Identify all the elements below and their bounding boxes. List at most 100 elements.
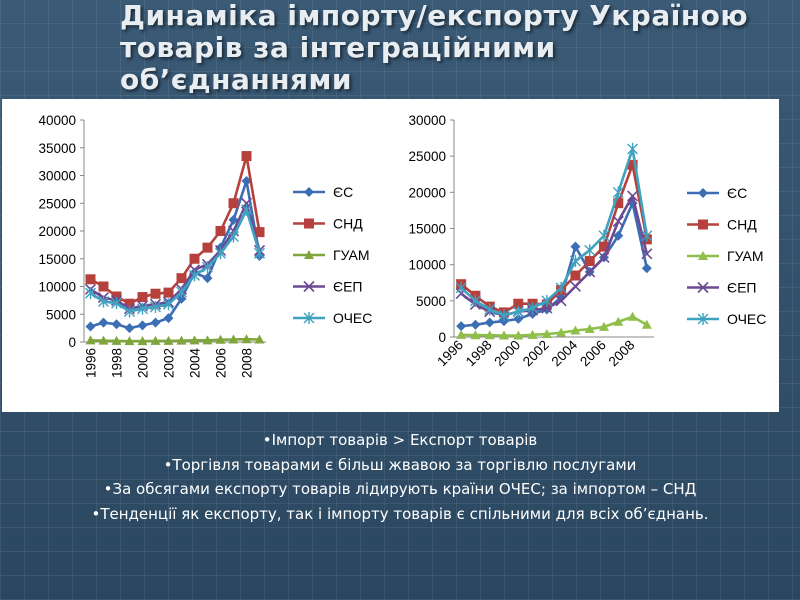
title-line-2: товарів за інтеграційними — [120, 31, 556, 64]
y-tick-label: 5000 — [416, 294, 446, 309]
legend-label: ОЧЕС — [727, 311, 766, 327]
data-point — [254, 227, 265, 238]
data-point — [98, 295, 109, 308]
data-point — [512, 305, 524, 318]
data-point — [98, 317, 109, 328]
title-line-1: Динаміка імпорту/експорту Україною — [120, 0, 749, 32]
data-point — [570, 325, 581, 335]
y-tick-label: 5000 — [46, 307, 76, 322]
bullet-item: Тенденції як експорту, так і імпорту тов… — [0, 502, 800, 527]
data-point — [241, 334, 252, 344]
legend-label: СНД — [333, 216, 363, 232]
data-point — [85, 335, 96, 345]
data-point — [599, 321, 609, 331]
data-point — [137, 336, 148, 346]
legend-label: ГУАМ — [333, 247, 370, 263]
data-point — [176, 335, 187, 345]
x-tick-label: 1998 — [463, 337, 495, 369]
y-tick-label: 0 — [438, 330, 446, 345]
data-point — [215, 226, 226, 236]
legend-item: ЄС — [687, 185, 747, 201]
data-point — [627, 190, 639, 202]
data-point — [456, 321, 467, 332]
data-point — [111, 291, 122, 302]
x-tick-label: 2002 — [520, 337, 552, 369]
data-point — [527, 329, 538, 339]
data-point — [241, 176, 252, 187]
data-point — [484, 330, 495, 340]
data-point — [470, 330, 481, 340]
data-point — [124, 305, 135, 318]
data-point — [513, 330, 524, 340]
x-tick-label: 2006 — [577, 337, 609, 369]
legend-label: ЄС — [333, 184, 353, 200]
data-point — [456, 329, 467, 339]
y-tick-label: 35000 — [38, 141, 76, 156]
legend-label: ЄЕП — [333, 279, 362, 295]
data-point — [455, 281, 467, 294]
data-point — [627, 311, 638, 321]
data-point — [598, 229, 610, 242]
legend-item: ЄЕП — [293, 279, 362, 295]
data-point — [150, 317, 161, 328]
data-point — [98, 335, 109, 345]
data-point — [612, 186, 624, 199]
y-tick-label: 30000 — [408, 113, 446, 128]
data-point — [527, 302, 539, 315]
data-point — [176, 286, 187, 299]
data-point — [469, 294, 481, 307]
legend-marker — [304, 218, 314, 229]
legend-marker — [304, 187, 314, 197]
data-point — [584, 324, 595, 334]
data-point — [137, 320, 148, 331]
data-point — [541, 329, 552, 339]
data-point — [570, 270, 581, 281]
x-tick-label: 2006 — [214, 348, 229, 378]
data-point — [598, 251, 610, 263]
data-point — [569, 255, 581, 268]
data-point — [484, 303, 496, 316]
data-point — [584, 256, 595, 267]
data-point — [189, 335, 200, 345]
y-tick-label: 25000 — [408, 149, 446, 164]
data-point — [163, 287, 174, 298]
legend-label: ЄЕП — [727, 280, 756, 296]
legend-marker — [698, 251, 708, 260]
legend-item: ОЧЕС — [687, 311, 766, 327]
y-tick-label: 10000 — [408, 258, 446, 273]
y-tick-label: 25000 — [38, 196, 76, 211]
x-tick-label: 2004 — [188, 348, 203, 379]
data-point — [612, 215, 624, 227]
legend-item: ЄЕП — [687, 280, 756, 296]
data-point — [228, 214, 239, 225]
data-point — [124, 323, 135, 334]
data-point — [202, 242, 213, 253]
data-point — [241, 151, 252, 162]
data-point — [541, 294, 553, 307]
data-point — [98, 281, 109, 292]
data-point — [599, 241, 609, 252]
data-point — [189, 253, 200, 264]
legend-label: СНД — [727, 217, 757, 233]
legend-marker — [697, 281, 709, 294]
data-point — [163, 298, 174, 311]
data-point — [137, 302, 148, 315]
data-point — [176, 273, 187, 284]
data-point — [570, 241, 581, 252]
data-point — [124, 336, 135, 346]
slide-title: Динаміка імпорту/експорту Україною товар… — [120, 0, 780, 96]
data-point — [163, 313, 174, 324]
legend-label: ОЧЕС — [333, 310, 372, 326]
data-point — [241, 203, 252, 216]
data-point — [641, 248, 653, 260]
legend-item: СНД — [687, 217, 757, 233]
series-group — [456, 311, 652, 340]
data-point — [556, 327, 567, 337]
data-point — [254, 247, 265, 260]
data-point — [641, 229, 653, 242]
legend-marker — [697, 313, 709, 325]
data-point — [111, 335, 122, 345]
data-point — [627, 142, 639, 155]
series-group — [85, 203, 265, 318]
charts-panel: 0 5000 10000 15000 20000 25000 30000 35000 40000… — [2, 99, 779, 412]
